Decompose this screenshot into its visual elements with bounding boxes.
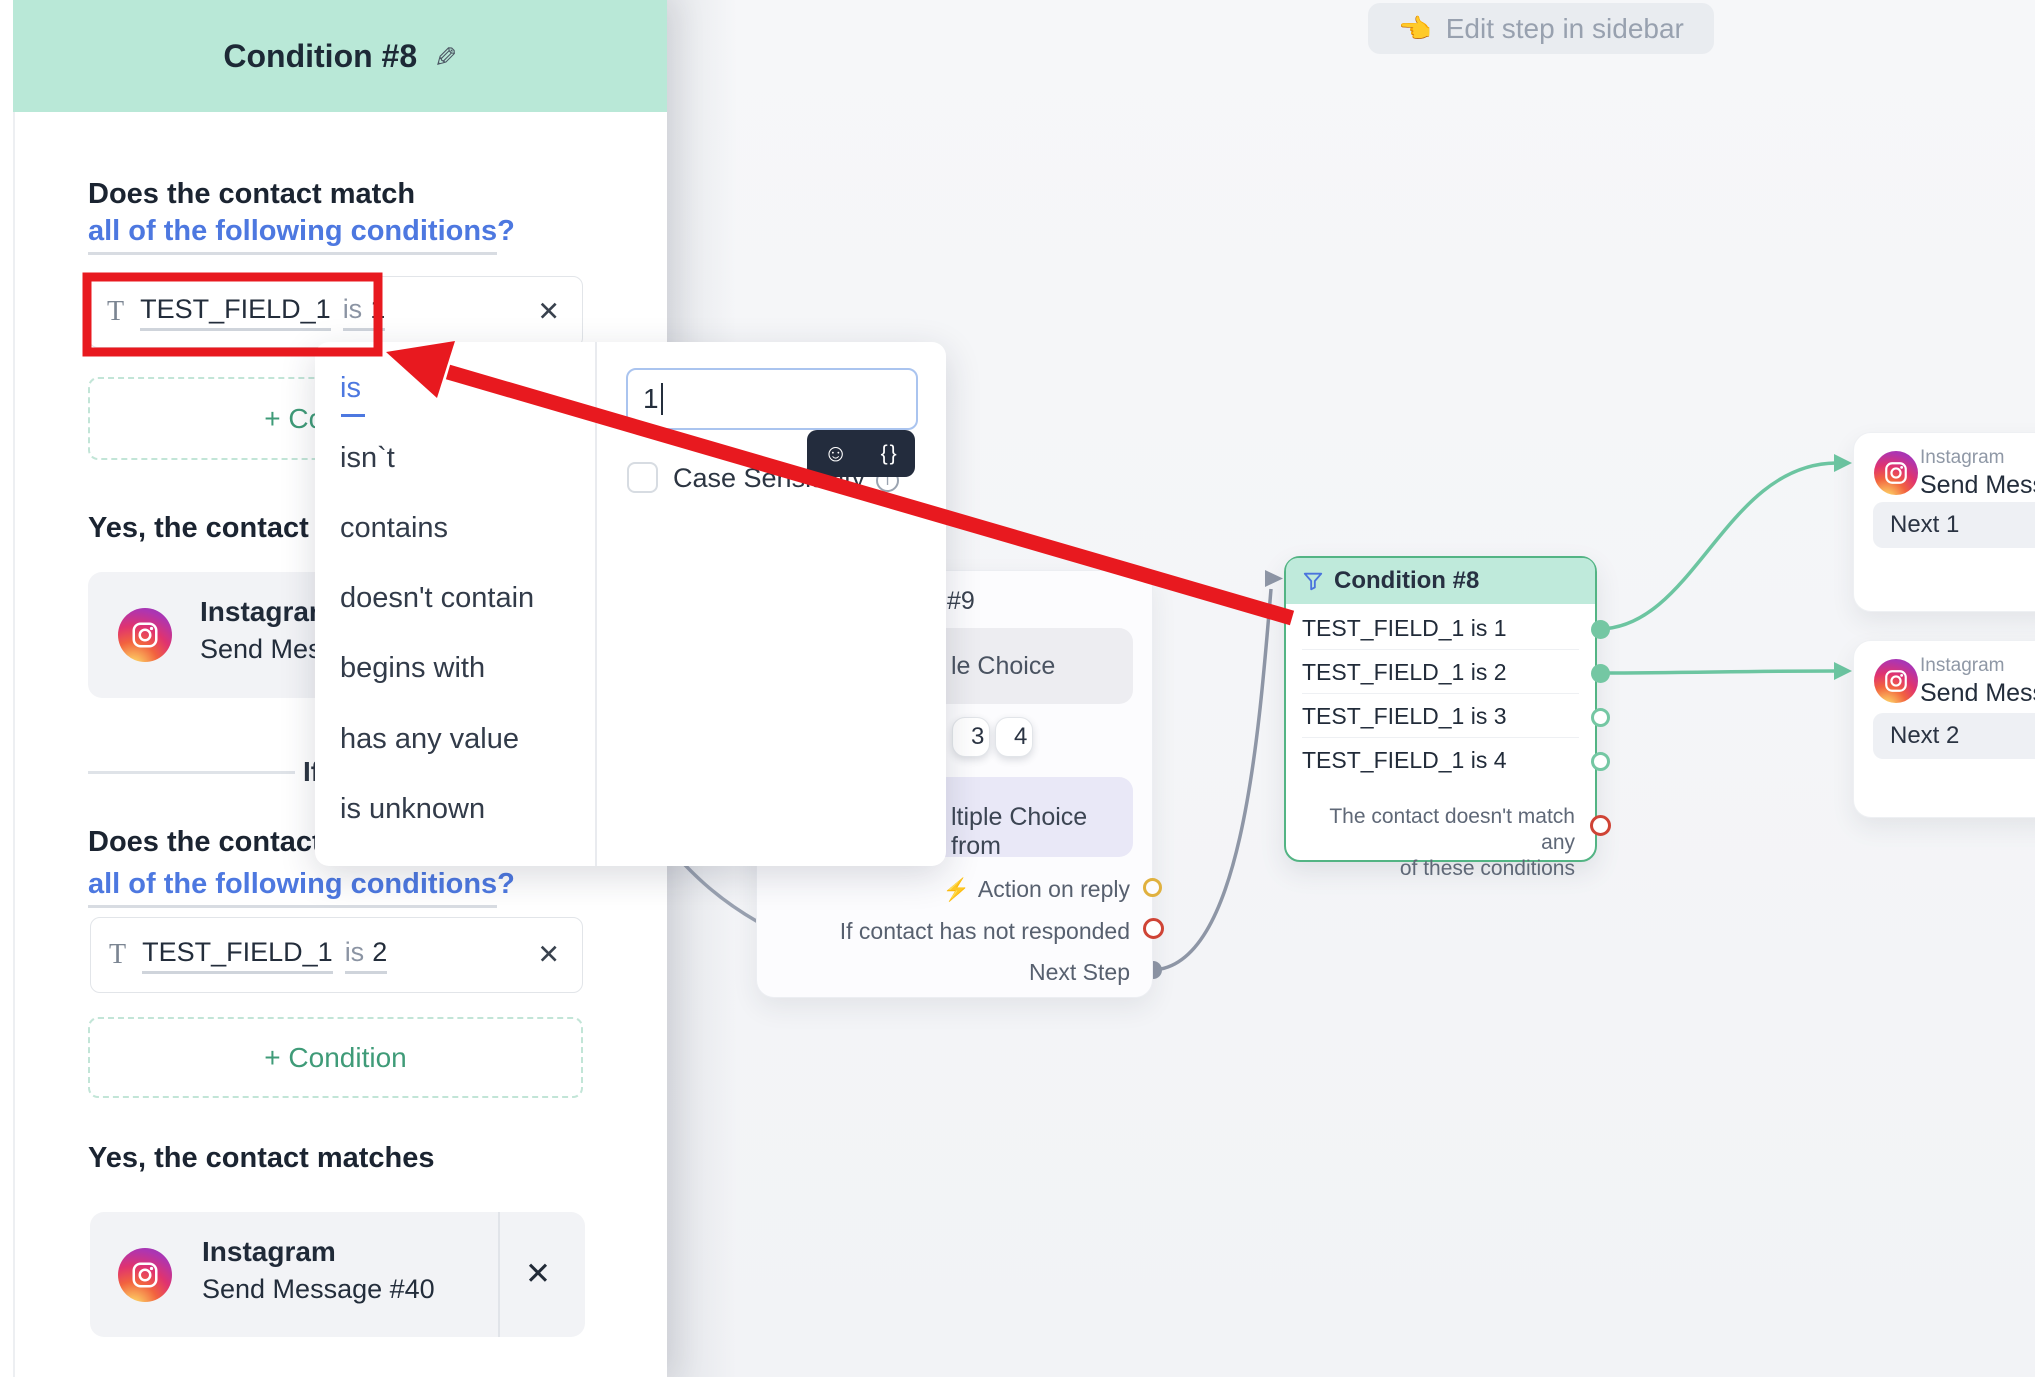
value-input[interactable]: 1	[626, 368, 918, 430]
answer-chip-4[interactable]: 4	[995, 717, 1033, 757]
action-card-app: Instagram	[200, 596, 334, 627]
match-mode-link[interactable]: all of the following conditions?	[88, 868, 515, 900]
text-cursor	[660, 383, 664, 415]
port-condition-row-4[interactable]	[1591, 752, 1610, 771]
instagram-icon	[1874, 451, 1918, 495]
text-field-icon: T	[107, 296, 125, 327]
remove-condition-icon[interactable]: ✕	[537, 939, 560, 970]
edit-step-hint-label: Edit step in sidebar	[1445, 12, 1684, 44]
operator-option-doesnt-contain[interactable]: doesn't contain	[340, 582, 535, 614]
message-node-app-label: Instagram	[1920, 447, 2005, 468]
instagram-icon	[1874, 659, 1918, 703]
operator-option-isnt[interactable]: isn`t	[340, 442, 395, 474]
answer-chip-3[interactable]: 3	[952, 717, 990, 757]
condition-fallback-label: The contact doesn't match any of these c…	[1329, 805, 1575, 880]
condition-row-3[interactable]: TEST_FIELD_1 is 3	[1302, 694, 1579, 738]
add-condition-button-2[interactable]: + Condition	[88, 1017, 583, 1098]
save-answer-fragment: ltiple Choice from	[951, 803, 1088, 860]
instagram-icon	[118, 608, 172, 662]
match-mode-link[interactable]: all of the following conditions?	[88, 215, 515, 247]
condition-node-8[interactable]: Condition #8 TEST_FIELD_1 is 1 TEST_FIEL…	[1284, 556, 1597, 880]
heading-underline	[88, 252, 497, 255]
no-response-row: If contact has not responded	[839, 918, 1130, 944]
sidebar-title: Condition #8	[223, 37, 418, 74]
edit-step-hint-pill: 👈 Edit step in sidebar	[1368, 3, 1714, 54]
message-button-next-2[interactable]: Next 2	[1873, 713, 2035, 759]
action-card-action: Send Message #40	[202, 1274, 435, 1304]
condition-node-title: Condition #8	[1334, 567, 1480, 594]
input-tools-pill: ☺ {}	[807, 430, 915, 477]
port-condition-row-1[interactable]	[1591, 620, 1610, 639]
next-step-row: Next Step	[1029, 959, 1130, 985]
edge-arrowhead-teal-1	[1834, 454, 1852, 472]
port-action-on-reply[interactable]	[1143, 878, 1162, 897]
pointing-left-emoji-icon: 👈	[1398, 13, 1432, 44]
edge-condition-row1-to-next1	[1599, 461, 1837, 631]
pencil-icon[interactable]: ✎	[429, 44, 461, 68]
edge-arrowhead-gray	[1265, 570, 1283, 587]
message-node-action-label: Send Message	[1920, 471, 2035, 499]
case-sensitivity-checkbox[interactable]	[627, 462, 658, 493]
chip-operator[interactable]: is	[342, 293, 363, 324]
question-heading-line1: Does the contact match	[88, 178, 416, 210]
remove-action-icon[interactable]: ✕	[525, 1256, 551, 1291]
condition-row-2[interactable]: TEST_FIELD_1 is 2	[1302, 650, 1579, 694]
instagram-icon	[118, 1248, 172, 1302]
condition-chip-1[interactable]: T TEST_FIELD_1 is 1 ✕	[88, 276, 583, 348]
port-condition-row-2[interactable]	[1591, 664, 1610, 683]
port-no-response[interactable]	[1143, 918, 1164, 939]
chip-field-name[interactable]: TEST_FIELD_1	[142, 937, 333, 974]
filter-funnel-icon	[1303, 572, 1323, 591]
port-condition-fallback[interactable]	[1590, 815, 1611, 836]
operator-option-is-unknown[interactable]: is unknown	[340, 793, 486, 825]
port-condition-row-3[interactable]	[1591, 708, 1610, 727]
group-divider-line	[88, 771, 295, 774]
message-node-next-2[interactable]: Instagram Send Message Next 2	[1853, 640, 2035, 818]
action-card-app: Instagram	[202, 1236, 336, 1267]
condition-row-4[interactable]: TEST_FIELD_1 is 4	[1302, 747, 1507, 773]
yes-heading-2: Yes, the contact matches	[88, 1142, 435, 1174]
question-text-fragment: le Choice	[951, 652, 1056, 680]
card-divider	[498, 1212, 500, 1337]
remove-condition-icon[interactable]: ✕	[537, 296, 560, 327]
operator-option-contains[interactable]: contains	[340, 512, 449, 544]
question-node-title: #9	[947, 587, 975, 615]
edge-nextstep-to-condition	[1152, 588, 1273, 972]
lightning-icon: ⚡	[942, 877, 970, 902]
emoji-picker-icon[interactable]: ☺	[823, 439, 848, 467]
heading-underline	[88, 905, 497, 908]
edge-condition-row2-to-next2	[1599, 669, 1837, 675]
sidebar-header: Condition #8 ✎	[13, 0, 667, 112]
chip-value[interactable]: 1	[370, 293, 386, 324]
message-node-app-label: Instagram	[1920, 655, 2005, 676]
condition-row-1[interactable]: TEST_FIELD_1 is 1	[1302, 606, 1579, 650]
message-node-next-1[interactable]: Instagram Send Message Next 1	[1853, 432, 2035, 612]
message-node-action-label: Send Message	[1920, 679, 2035, 707]
chip-value[interactable]: 2	[372, 936, 388, 967]
text-field-icon: T	[109, 939, 127, 970]
value-input-text: 1	[643, 383, 659, 414]
chip-operator[interactable]: is	[344, 936, 365, 967]
sidebar-left-divider	[13, 112, 15, 1377]
operator-popup: is isn`t contains doesn't contain begins…	[315, 342, 946, 866]
operator-option-has-any-value[interactable]: has any value	[340, 723, 519, 755]
operator-option-is[interactable]: is	[340, 372, 365, 417]
chip-operator-value[interactable]: is 2	[344, 936, 388, 974]
action-card-2[interactable]: Instagram Send Message #40 ✕	[90, 1212, 585, 1337]
condition-node-header: Condition #8	[1286, 558, 1595, 604]
chip-field-name[interactable]: TEST_FIELD_1	[140, 294, 331, 331]
edge-arrowhead-teal-2	[1834, 662, 1852, 680]
popup-divider	[595, 342, 597, 866]
action-on-reply-row: ⚡ Action on reply	[942, 876, 1130, 902]
condition-chip-2[interactable]: T TEST_FIELD_1 is 2 ✕	[90, 917, 583, 993]
variables-icon[interactable]: {}	[880, 441, 899, 465]
operator-option-begins-with[interactable]: begins with	[340, 652, 486, 684]
chip-operator-value[interactable]: is 1	[342, 293, 386, 331]
message-button-next-1[interactable]: Next 1	[1873, 502, 2035, 548]
